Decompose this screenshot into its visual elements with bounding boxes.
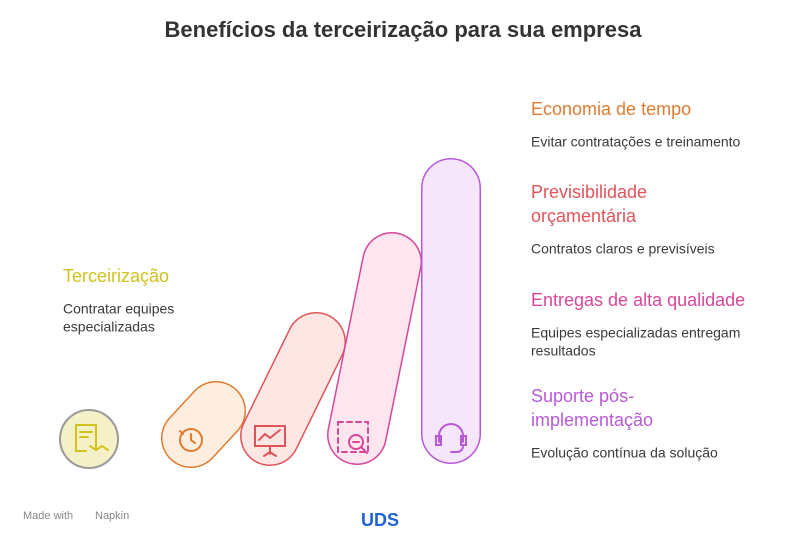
item-title: Previsibilidade [531, 182, 647, 202]
item-title: orçamentária [531, 206, 637, 226]
footer-credit: Made with [23, 510, 73, 522]
item-title: implementação [531, 410, 653, 430]
item-description: Evitar contratações e treinamento [531, 134, 741, 150]
item-title: Terceirização [63, 266, 169, 286]
footer-brand: Napkin [95, 510, 129, 522]
icons [75, 421, 467, 457]
item-description: Contratar equipes [63, 301, 174, 317]
labels: Terceirização Contratar equipes especializ… [63, 99, 745, 461]
item-description: Contratos claros e previsíveis [531, 241, 715, 257]
terceirizacao-circle [59, 409, 119, 469]
time-capsule [161, 381, 246, 468]
footer-logo: UDS [361, 510, 399, 530]
item-description: Evolução contínua da solução [531, 445, 718, 461]
item-title: Entregas de alta qualidade [531, 290, 745, 310]
title: Benefícios da terceirização para sua emp… [165, 17, 643, 42]
quality-capsule [327, 232, 422, 465]
item-description: Equipes especializadas entregam [531, 325, 740, 341]
budget-capsule [240, 312, 346, 466]
item-title: Economia de tempo [531, 99, 691, 119]
item-description: resultados [531, 343, 596, 359]
item-title: Suporte pós- [531, 386, 634, 406]
item-description: especializadas [63, 319, 155, 335]
